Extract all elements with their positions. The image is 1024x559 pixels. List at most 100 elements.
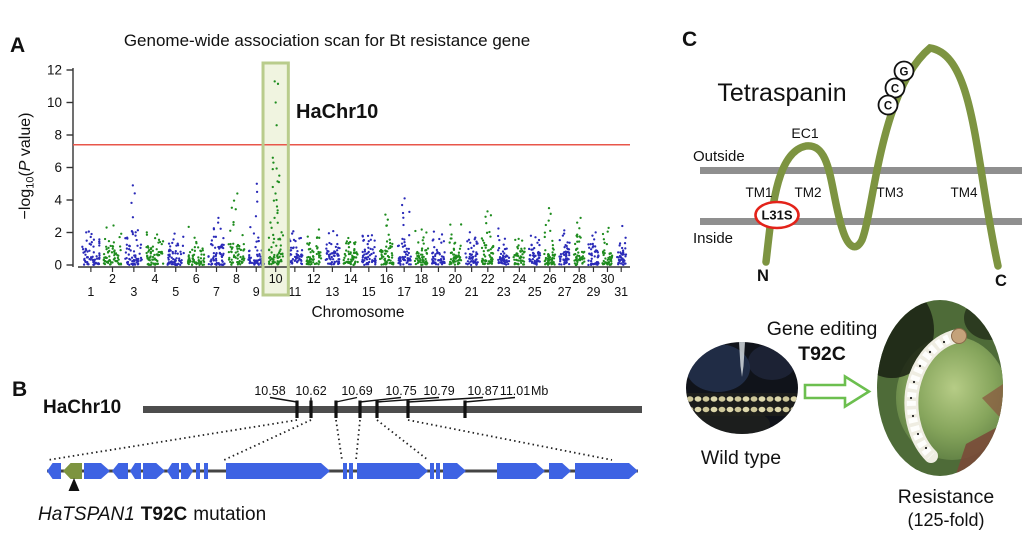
manhattan-points (81, 80, 628, 267)
svg-text:12: 12 (47, 63, 62, 78)
n-terminus-label: N (757, 267, 769, 285)
svg-text:5: 5 (172, 285, 179, 299)
svg-text:12: 12 (307, 272, 321, 286)
svg-text:28: 28 (572, 272, 586, 286)
svg-text:10.62: 10.62 (295, 384, 326, 398)
svg-text:4: 4 (151, 272, 158, 286)
tm3-label: TM3 (877, 185, 904, 200)
svg-text:C: C (884, 101, 892, 113)
svg-text:17: 17 (397, 285, 411, 299)
svg-text:G: G (900, 67, 909, 79)
svg-text:13: 13 (325, 285, 339, 299)
svg-text:26: 26 (543, 272, 557, 286)
svg-text:10: 10 (47, 95, 62, 110)
panel-b-gene-locus: B HaChr10 10.58 10.62 10.69 10.75 10.79 10.87… (12, 378, 642, 525)
tm1-label: TM1 (746, 185, 773, 200)
resistant-caterpillar-photo (877, 300, 1003, 476)
svg-text:10.69: 10.69 (341, 384, 372, 398)
y-axis-title: −log10(P value) (17, 113, 37, 220)
panel-c-tetraspanin: C Tetraspanin Outside Inside EC1 TM1 TM2… (682, 28, 1022, 530)
x-axis-title: Chromosome (311, 304, 404, 321)
residue-g-badge: G (893, 60, 915, 82)
panel-b-label: B (12, 378, 27, 401)
highlight-box-border (261, 61, 290, 297)
svg-text:8: 8 (233, 272, 240, 286)
svg-text:2: 2 (54, 225, 62, 240)
svg-text:31: 31 (614, 285, 628, 299)
c-terminus-label: C (995, 272, 1007, 290)
membrane-inside-bar (700, 218, 1022, 225)
svg-text:11: 11 (288, 285, 301, 299)
svg-text:21: 21 (465, 285, 479, 299)
svg-text:10.87: 10.87 (467, 384, 498, 398)
locus-ticks-and-genes: 10.58 10.62 10.69 10.75 10.79 10.87 11.01 Mb (47, 384, 638, 479)
svg-text:30: 30 (601, 272, 615, 286)
tetraspanin-backbone-curve (762, 44, 1002, 270)
wild-type-caption: Wild type (701, 447, 781, 469)
chromosome-name-label: HaChr10 (43, 397, 121, 418)
svg-text:14: 14 (344, 272, 358, 286)
svg-text:7: 7 (213, 285, 220, 299)
svg-text:L31S: L31S (761, 208, 792, 223)
svg-text:29: 29 (587, 285, 601, 299)
svg-text:10.75: 10.75 (385, 384, 416, 398)
svg-text:0: 0 (54, 258, 62, 273)
svg-text:Mb: Mb (531, 384, 548, 398)
tm4-label: TM4 (951, 185, 978, 200)
svg-text:9: 9 (253, 285, 260, 299)
protein-title: Tetraspanin (717, 79, 846, 107)
gene-mutation-caption: HaTSPAN1 T92C mutation (38, 504, 266, 525)
membrane-outside-bar (700, 167, 1022, 174)
mb-position-labels: 10.58 10.62 10.69 10.75 10.79 10.87 11.01 Mb (254, 384, 548, 398)
caterpillar-body (904, 329, 964, 463)
svg-text:10.79: 10.79 (423, 384, 454, 398)
chromosome-bar (143, 406, 642, 413)
mutation-site-badge: L31S (754, 200, 800, 230)
panel-a-manhattan-plot: A Genome-wide association scan for Bt re… (10, 31, 630, 321)
edited-mutation-label: T92C (798, 343, 846, 365)
tm2-label: TM2 (795, 185, 822, 200)
resistance-fold-caption: (125-fold) (907, 510, 984, 530)
panel-c-label: C (682, 28, 697, 51)
svg-text:24: 24 (512, 272, 526, 286)
wild-type-photo (686, 342, 798, 434)
inside-label: Inside (693, 230, 733, 247)
svg-text:6: 6 (54, 160, 62, 175)
svg-text:4: 4 (54, 193, 62, 208)
svg-text:11.01: 11.01 (500, 384, 530, 398)
svg-text:27: 27 (558, 285, 572, 299)
axes: 0 2 4 6 8 10 12 (47, 63, 630, 273)
mb-tick-marks (269, 396, 516, 418)
highlight-box-fill (263, 63, 289, 295)
svg-text:1: 1 (87, 285, 94, 299)
ec1-label: EC1 (791, 125, 818, 141)
mutation-pointer-arrow-icon (68, 478, 80, 491)
svg-text:20: 20 (448, 272, 462, 286)
svg-text:2: 2 (109, 272, 116, 286)
panel-a-title: Genome-wide association scan for Bt resi… (124, 31, 530, 50)
svg-text:25: 25 (528, 285, 542, 299)
svg-text:19: 19 (431, 285, 445, 299)
svg-text:8: 8 (54, 128, 62, 143)
gene-model (47, 463, 638, 479)
svg-text:3: 3 (130, 285, 137, 299)
highlight-chromosome-label: HaChr10 (296, 101, 378, 123)
manhattan-plot-area: 0246810121234567891011121314151617181920… (47, 61, 630, 299)
residue-c1-badge: C (884, 77, 906, 99)
injection-needle-icon (739, 342, 745, 377)
resistance-caption: Resistance (898, 486, 994, 508)
gene-editing-title: Gene editing (767, 318, 878, 340)
svg-text:23: 23 (497, 285, 511, 299)
svg-text:18: 18 (414, 272, 428, 286)
svg-text:C: C (891, 84, 899, 96)
svg-text:22: 22 (481, 272, 495, 286)
x-tick-labels: 1234567891011121314151617181920212223242… (87, 267, 628, 299)
zoom-dotted-lines (47, 419, 613, 461)
svg-text:10: 10 (269, 272, 283, 286)
svg-text:15: 15 (362, 285, 376, 299)
caterpillar-head (951, 328, 967, 344)
svg-text:16: 16 (380, 272, 394, 286)
svg-text:10.58: 10.58 (254, 384, 285, 398)
gene-editing-arrow-icon (803, 374, 872, 409)
